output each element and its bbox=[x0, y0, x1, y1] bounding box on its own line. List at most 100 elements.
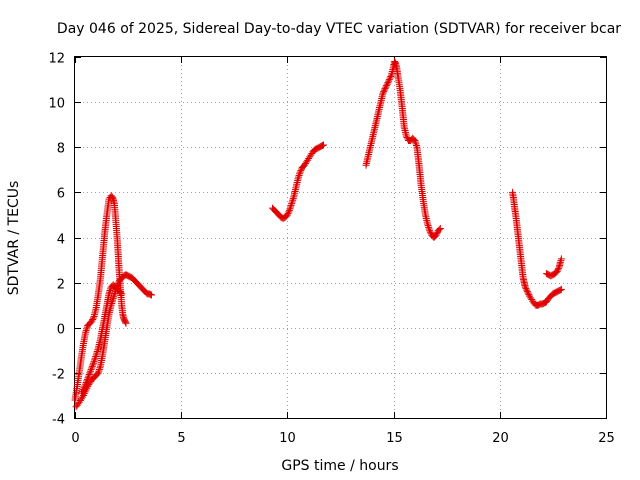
data-point-marker bbox=[382, 83, 390, 91]
data-point-marker bbox=[380, 86, 388, 94]
y-axis-label: SDTVAR / TECUs bbox=[6, 181, 22, 296]
data-point-marker bbox=[412, 142, 420, 150]
data-point-marker bbox=[91, 354, 99, 362]
x-tick-label: 25 bbox=[598, 431, 615, 446]
data-point-marker bbox=[289, 196, 297, 204]
data-point-marker bbox=[81, 382, 89, 390]
data-point-marker bbox=[402, 132, 410, 140]
data-point-marker bbox=[387, 73, 395, 81]
data-point-marker bbox=[556, 286, 564, 294]
data-points bbox=[71, 58, 565, 411]
data-point-marker bbox=[85, 372, 93, 380]
data-point-marker bbox=[379, 89, 387, 97]
data-point-marker bbox=[121, 318, 129, 326]
series-points bbox=[509, 188, 565, 309]
data-point-marker bbox=[425, 223, 433, 231]
data-point-marker bbox=[285, 208, 293, 216]
data-point-marker bbox=[288, 198, 296, 206]
data-point-marker bbox=[82, 379, 90, 387]
data-point-marker bbox=[411, 138, 419, 146]
y-tick-label: -4 bbox=[52, 413, 65, 428]
data-point-marker bbox=[318, 142, 326, 150]
data-point-marker bbox=[554, 266, 562, 274]
data-point-marker bbox=[88, 364, 96, 372]
data-point-marker bbox=[114, 279, 122, 287]
data-point-marker bbox=[287, 203, 295, 211]
data-point-marker bbox=[109, 294, 117, 302]
y-tick-label: 12 bbox=[48, 52, 65, 67]
data-point-marker bbox=[288, 200, 296, 208]
data-point-marker bbox=[94, 369, 102, 377]
data-point-marker bbox=[523, 288, 531, 296]
data-point-marker bbox=[284, 209, 292, 217]
x-tick-label: 10 bbox=[279, 431, 296, 446]
data-point-marker bbox=[556, 258, 564, 266]
data-point-marker bbox=[383, 82, 391, 90]
data-point-marker bbox=[557, 257, 565, 265]
data-point-marker bbox=[109, 296, 117, 304]
series-points bbox=[269, 141, 328, 222]
data-point-marker bbox=[105, 290, 113, 298]
data-point-marker bbox=[93, 349, 101, 357]
data-point-marker bbox=[147, 291, 155, 299]
data-point-marker bbox=[296, 168, 304, 176]
data-point-marker bbox=[92, 351, 100, 359]
data-point-marker bbox=[521, 283, 529, 291]
data-point-marker bbox=[89, 315, 97, 323]
data-point-marker bbox=[83, 325, 91, 333]
data-point-marker bbox=[88, 317, 96, 325]
y-tick-label: -2 bbox=[52, 368, 65, 383]
data-point-marker bbox=[295, 173, 303, 181]
data-point-marker bbox=[82, 380, 90, 388]
data-point-marker bbox=[320, 141, 328, 149]
data-point-marker bbox=[424, 222, 432, 230]
data-point-marker bbox=[283, 211, 291, 219]
data-point-marker bbox=[146, 290, 154, 298]
data-point-marker bbox=[383, 80, 391, 88]
data-point-marker bbox=[83, 377, 91, 385]
data-point-marker bbox=[86, 367, 94, 375]
data-point-marker bbox=[80, 384, 88, 392]
data-point-marker bbox=[79, 386, 87, 394]
data-point-marker bbox=[78, 387, 86, 395]
x-tick-label: 5 bbox=[177, 431, 185, 446]
data-point-marker bbox=[425, 225, 433, 233]
data-point-marker bbox=[380, 88, 388, 96]
data-point-marker bbox=[553, 267, 561, 275]
data-point-marker bbox=[433, 230, 441, 238]
data-point-marker bbox=[294, 175, 302, 183]
data-point-marker bbox=[432, 231, 440, 239]
data-point-marker bbox=[557, 255, 565, 263]
data-point-marker bbox=[122, 319, 130, 327]
data-point-marker bbox=[86, 369, 94, 377]
data-point-marker bbox=[85, 370, 93, 378]
x-axis-label: GPS time / hours bbox=[281, 458, 398, 474]
y-tick-label: 2 bbox=[57, 278, 65, 293]
data-point-marker bbox=[384, 79, 392, 87]
data-point-marker bbox=[524, 289, 532, 297]
data-point-marker bbox=[90, 359, 98, 367]
plot-frame bbox=[74, 56, 607, 419]
data-point-marker bbox=[88, 362, 96, 370]
data-point-marker bbox=[95, 367, 103, 375]
data-point-marker bbox=[381, 85, 389, 93]
data-point-marker bbox=[525, 291, 533, 299]
data-point-marker bbox=[286, 206, 294, 214]
data-point-marker bbox=[297, 167, 305, 175]
data-point-marker bbox=[424, 220, 432, 228]
data-point-marker bbox=[411, 136, 419, 144]
data-point-marker bbox=[412, 140, 420, 148]
data-point-marker bbox=[289, 195, 297, 203]
data-point-marker bbox=[523, 286, 531, 294]
y-tick-labels: -4 -2 0 2 4 6 8 10 12 bbox=[48, 52, 65, 428]
data-point-marker bbox=[118, 290, 126, 298]
data-point-marker bbox=[435, 226, 443, 234]
data-point-marker bbox=[89, 314, 97, 322]
series-points bbox=[77, 281, 126, 397]
x-tick-label: 20 bbox=[492, 431, 509, 446]
data-point-marker bbox=[90, 358, 98, 366]
data-point-marker bbox=[296, 170, 304, 178]
x-tick-label: 15 bbox=[386, 431, 403, 446]
data-point-marker bbox=[95, 365, 103, 373]
data-point-marker bbox=[117, 289, 125, 297]
